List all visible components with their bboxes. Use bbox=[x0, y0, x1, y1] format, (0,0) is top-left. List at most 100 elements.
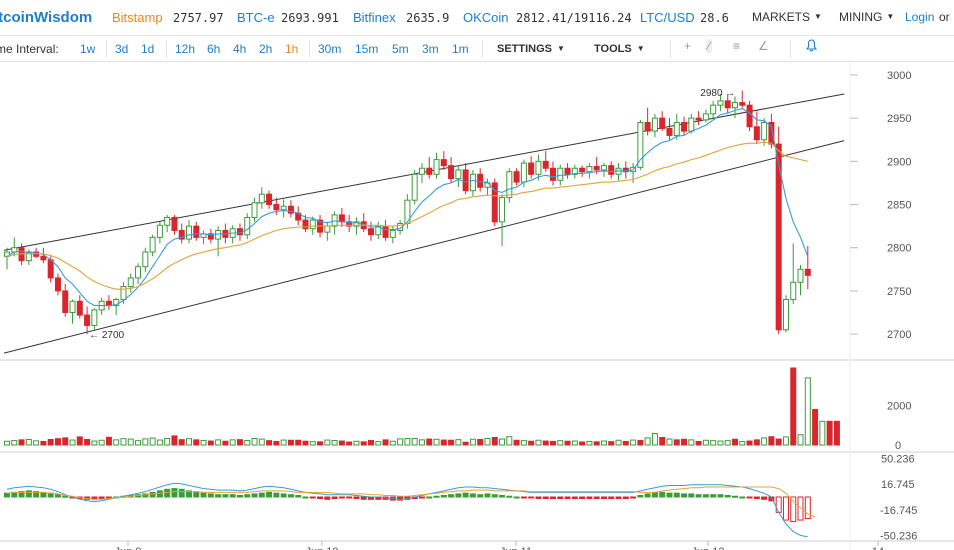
exchange-ltcusd[interactable]: LTC/USD bbox=[640, 10, 695, 25]
interval-5m[interactable]: 5m bbox=[392, 42, 409, 56]
volume-bar bbox=[790, 367, 797, 446]
volume-bar bbox=[433, 438, 440, 446]
candle-body bbox=[69, 300, 76, 313]
interval-1d[interactable]: 1d bbox=[141, 42, 155, 56]
candle-body bbox=[542, 160, 549, 169]
candle-body bbox=[455, 169, 462, 180]
site-logo[interactable]: itcoinWisdom bbox=[0, 9, 93, 26]
macd-histogram-bar bbox=[790, 496, 797, 523]
candle-body bbox=[622, 167, 629, 173]
exchange-btce[interactable]: BTC-e bbox=[237, 10, 275, 25]
candle-body bbox=[600, 165, 607, 171]
macd-histogram-bar bbox=[360, 496, 367, 500]
candle-body bbox=[287, 205, 294, 214]
date-axis: Jun 9 Jun 10 Jun 11 Jun 12 14 bbox=[115, 541, 884, 550]
crosshair-icon[interactable]: + bbox=[684, 39, 692, 53]
candle-body bbox=[309, 219, 316, 230]
interval-6h[interactable]: 6h bbox=[207, 42, 221, 56]
fan-icon[interactable]: ∠ bbox=[758, 39, 769, 53]
volume-bar bbox=[469, 438, 476, 446]
candle-body bbox=[25, 251, 32, 262]
volume-bar bbox=[833, 420, 840, 446]
mining-menu[interactable]: MINING ▼ bbox=[839, 10, 894, 24]
macd-histogram-bar bbox=[724, 494, 731, 498]
macd-histogram-bar bbox=[622, 496, 629, 500]
candle-body bbox=[76, 300, 83, 316]
interval-1w[interactable]: 1w bbox=[80, 42, 96, 56]
volume-bar bbox=[404, 437, 411, 446]
volume-bar bbox=[600, 440, 607, 446]
interval-2h[interactable]: 2h bbox=[259, 42, 273, 56]
candle-body bbox=[659, 117, 666, 130]
settings-menu[interactable]: SETTINGS ▼ bbox=[497, 43, 565, 55]
interval-30m[interactable]: 30m bbox=[318, 42, 342, 56]
candle-body bbox=[732, 102, 738, 109]
candle-body bbox=[84, 314, 91, 326]
candle-body bbox=[761, 121, 768, 141]
macd-histogram-bar bbox=[695, 494, 702, 498]
price-tick-label: 2750 bbox=[887, 286, 911, 298]
macd-tick-label: -16.745 bbox=[880, 505, 917, 517]
price-bitstamp: 2757.97 bbox=[173, 11, 224, 25]
volume-bar bbox=[761, 437, 768, 446]
candle-body bbox=[710, 104, 717, 115]
interval-15m[interactable]: 15m bbox=[355, 42, 379, 56]
exchange-okcoin[interactable]: OKCoin bbox=[463, 10, 509, 25]
divider bbox=[309, 40, 310, 58]
candle-body bbox=[302, 219, 309, 230]
macd-histogram-bar bbox=[215, 494, 222, 498]
macd-histogram-bar bbox=[673, 492, 680, 498]
macd-histogram-bar bbox=[200, 492, 207, 498]
interval-3d[interactable]: 3d bbox=[115, 42, 129, 56]
interval-1m[interactable]: 1m bbox=[452, 42, 469, 56]
price-chart[interactable]: 2700 2750 2800 2850 2900 2950 3000 0 2000 50.23… bbox=[0, 62, 954, 550]
exchange-bitfinex[interactable]: Bitfinex bbox=[353, 10, 396, 25]
markets-menu[interactable]: MARKETS ▼ bbox=[752, 10, 822, 24]
horizontal-lines-icon[interactable]: ≡ bbox=[733, 39, 741, 53]
interval-1h[interactable]: 1h bbox=[285, 42, 299, 56]
macd-tick-label: 16.745 bbox=[881, 479, 915, 491]
macd-histogram-bar bbox=[630, 496, 637, 499]
candle-body bbox=[681, 121, 688, 132]
macd-histogram-bar bbox=[171, 488, 178, 498]
volume-bar bbox=[382, 439, 389, 446]
volume-bar bbox=[127, 438, 134, 446]
macd-histogram-bar bbox=[782, 496, 789, 521]
macd-lines bbox=[6, 482, 816, 538]
volume-bar bbox=[244, 439, 251, 446]
macd-histogram-bar bbox=[222, 494, 229, 498]
or-text: or bbox=[939, 10, 950, 24]
volume-bar bbox=[513, 439, 520, 446]
tools-menu[interactable]: TOOLS ▼ bbox=[594, 43, 645, 55]
interval-12h[interactable]: 12h bbox=[175, 42, 196, 56]
candle-body bbox=[469, 173, 476, 192]
macd-histogram-bar bbox=[600, 496, 607, 500]
mining-menu-label: MINING bbox=[839, 10, 883, 24]
macd-histogram-bar bbox=[666, 492, 673, 498]
volume-bar bbox=[40, 440, 47, 446]
macd-histogram-bar bbox=[761, 496, 768, 500]
interval-3m[interactable]: 3m bbox=[422, 42, 439, 56]
login-link[interactable]: Login bbox=[905, 10, 935, 24]
volume-axis: 0 2000 bbox=[887, 401, 911, 452]
interval-4h[interactable]: 4h bbox=[233, 42, 247, 56]
candle-body bbox=[324, 225, 331, 233]
candle-body bbox=[644, 121, 651, 132]
candle-body bbox=[571, 167, 578, 175]
macd-histogram-bar bbox=[579, 496, 586, 500]
macd-histogram-bar bbox=[477, 494, 484, 498]
macd-histogram-bar bbox=[236, 494, 243, 498]
volume-bar bbox=[360, 441, 367, 446]
volume-bar bbox=[462, 441, 469, 446]
macd-tick-label: 50.236 bbox=[881, 453, 915, 465]
candle-body bbox=[389, 229, 396, 238]
trendline-icon[interactable]: ⁄ bbox=[706, 39, 713, 53]
candle-body bbox=[688, 117, 695, 132]
macd-histogram-bar bbox=[659, 491, 666, 498]
trend-lines bbox=[3, 93, 845, 354]
volume-bar bbox=[186, 438, 192, 446]
exchange-bitstamp[interactable]: Bitstamp bbox=[112, 10, 163, 25]
volume-bar bbox=[236, 439, 243, 446]
bell-icon[interactable] bbox=[805, 39, 818, 55]
chevron-down-icon: ▼ bbox=[557, 44, 565, 53]
